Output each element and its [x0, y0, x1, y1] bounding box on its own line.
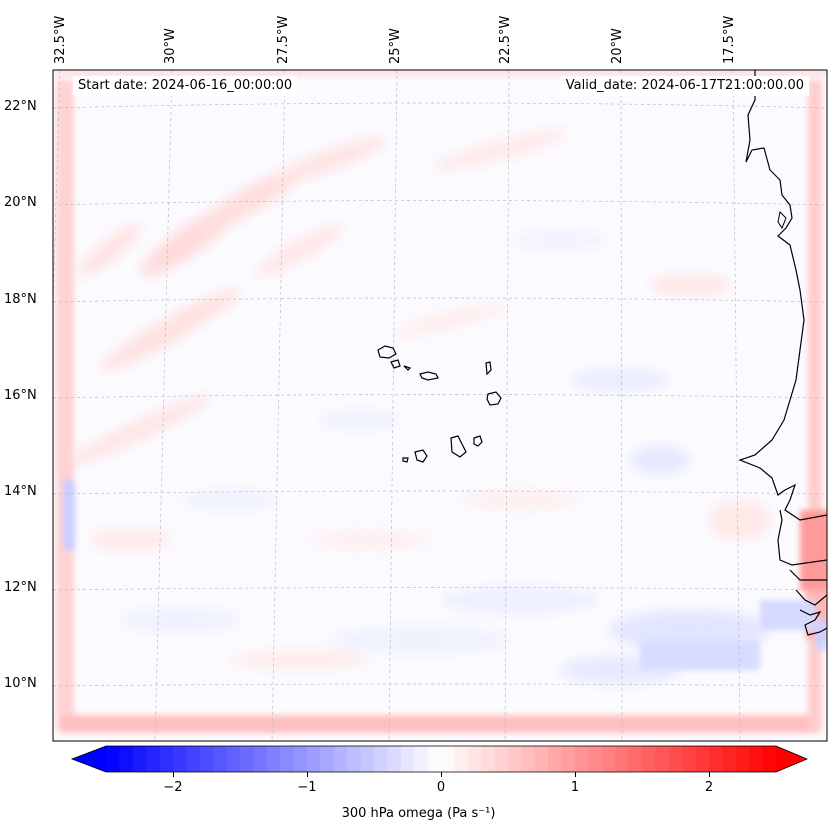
lon-label-22.5w: 22.5°W: [498, 15, 513, 64]
colorbar-segment: [106, 746, 120, 772]
colorbar-segment: [561, 746, 576, 772]
colorbar-extend-min: [72, 746, 106, 772]
colorbar-segment: [173, 746, 187, 772]
colorbar: [70, 745, 809, 773]
lat-label-22n: 22°N: [4, 99, 37, 114]
colorbar-segment: [695, 746, 710, 772]
lon-label-20w: 20°W: [610, 28, 625, 64]
colorbar-tick-mark: [575, 772, 576, 777]
lon-label-27.5w: 27.5°W: [276, 15, 291, 64]
colorbar-segment: [735, 746, 750, 772]
colorbar-segment: [347, 746, 362, 772]
colorbar-segment: [253, 746, 268, 772]
colorbar-segment: [454, 746, 469, 772]
colorbar-segment: [132, 746, 147, 772]
colorbar-segment: [601, 746, 616, 772]
colorbar-segment: [427, 746, 442, 772]
colorbar-segment: [414, 746, 429, 772]
colorbar-segment: [709, 746, 723, 772]
colorbar-segment: [360, 746, 375, 772]
colorbar-segment: [481, 746, 496, 772]
colorbar-tick-label: 2: [704, 780, 714, 795]
map-border: [52, 69, 828, 742]
colorbar-segment: [119, 746, 134, 772]
colorbar-segment: [266, 746, 281, 772]
colorbar-segment: [467, 746, 482, 772]
lat-label-10n: 10°N: [4, 676, 37, 691]
lat-label-12n: 12°N: [4, 580, 37, 595]
colorbar-tick-label: 0: [436, 780, 446, 795]
colorbar-segment: [521, 746, 536, 772]
lat-label-16n: 16°N: [4, 388, 37, 403]
colorbar-segment: [534, 746, 549, 772]
omega-field: [53, 70, 827, 741]
gridlines: [53, 70, 827, 741]
colorbar-segment: [749, 746, 764, 772]
colorbar-tick-label: −2: [163, 780, 183, 795]
colorbar-segment: [213, 746, 228, 772]
colorbar-segment: [199, 746, 214, 772]
start-date: Start date: 2024-06-16_00:00:00: [73, 76, 298, 96]
colorbar-segment: [226, 746, 241, 772]
colorbar-segment: [588, 746, 603, 772]
lon-label-25w: 25°W: [388, 28, 403, 64]
colorbar-segment: [159, 746, 174, 772]
colorbar-outline: [70, 745, 809, 773]
colorbar-segment: [333, 746, 348, 772]
lat-label-14n: 14°N: [4, 484, 37, 499]
colorbar-segment: [575, 746, 589, 772]
colorbar-segment: [642, 746, 656, 772]
colorbar-segment: [186, 746, 201, 772]
lon-label-32.5w: 32.5°W: [53, 15, 68, 64]
colorbar-label: 300 hPa omega (Pa s⁻¹): [341, 806, 496, 821]
colorbar-segment: [320, 746, 335, 772]
colorbar-segment: [762, 746, 777, 772]
colorbar-segment: [387, 746, 402, 772]
colorbar-segment: [146, 746, 161, 772]
colorbar-segment: [722, 746, 737, 772]
lat-label-18n: 18°N: [4, 292, 37, 307]
colorbar-tick-mark: [173, 772, 174, 777]
lon-label-30w: 30°W: [163, 28, 178, 64]
colorbar-tick-label: −1: [297, 780, 317, 795]
lon-label-17.5w: 17.5°W: [722, 15, 737, 64]
colorbar-segment: [668, 746, 683, 772]
colorbar-segment: [548, 746, 563, 772]
colorbar-segment: [307, 746, 321, 772]
colorbar-segment: [441, 746, 455, 772]
colorbar-segment: [628, 746, 643, 772]
africa-coastline: [738, 70, 827, 636]
colorbar-segment: [682, 746, 697, 772]
colorbar-tick-mark: [709, 772, 710, 777]
colorbar-segment: [374, 746, 388, 772]
colorbar-units: Pa s⁻¹: [452, 806, 491, 821]
colorbar-segment: [615, 746, 630, 772]
lat-label-20n: 20°N: [4, 195, 37, 210]
colorbar-extend-max: [776, 746, 807, 772]
colorbar-variable: 300 hPa omega: [341, 806, 443, 821]
colorbar-segment: [280, 746, 295, 772]
colorbar-segment: [655, 746, 670, 772]
valid-date: Valid_date: 2024-06-17T21:00:00.00: [560, 76, 809, 96]
colorbar-segment: [240, 746, 254, 772]
colorbar-tick-label: 1: [570, 780, 580, 795]
colorbar-segment: [494, 746, 509, 772]
colorbar-tick-mark: [441, 772, 442, 777]
colorbar-segment: [508, 746, 522, 772]
cape-verde-islands: [377, 345, 502, 463]
colorbar-segment: [400, 746, 415, 772]
colorbar-segment: [293, 746, 308, 772]
colorbar-tick-mark: [307, 772, 308, 777]
